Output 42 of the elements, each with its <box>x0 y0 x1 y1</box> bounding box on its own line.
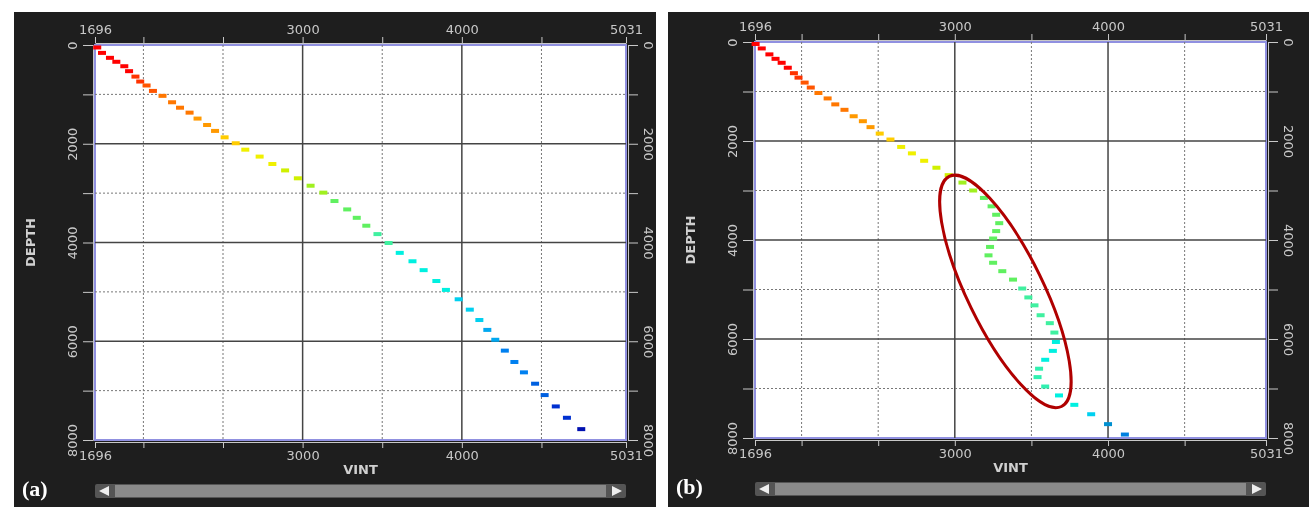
x-tick-label: 4000 <box>1091 446 1126 462</box>
y-tick-label: 6000 <box>725 322 740 357</box>
y-tick-label: 2000 <box>65 127 80 161</box>
y-tick-label: 8000 <box>725 421 740 456</box>
x-tick-label: 5031 <box>609 448 644 464</box>
x2-tick-label: 3000 <box>286 22 320 37</box>
y-tick-label: 6000 <box>65 325 80 359</box>
y2-tick-label: 4000 <box>1281 223 1296 258</box>
y2-tick-label: 0 <box>1281 38 1296 47</box>
y2-tick-label: 2000 <box>641 127 656 161</box>
y2-tick-label: 0 <box>641 41 656 50</box>
y-tick-label: 4000 <box>65 226 80 260</box>
y2-tick-label: 2000 <box>1281 124 1296 159</box>
x-tick-label: 3000 <box>286 448 320 464</box>
y2-tick-label: 6000 <box>641 325 656 359</box>
y-tick-label: 2000 <box>725 124 740 159</box>
text: (b) <box>676 474 703 499</box>
y-tick-label: 0 <box>725 38 740 47</box>
y2-tick-label: 8000 <box>1281 421 1296 456</box>
x-axis-title: VINT <box>993 460 1028 475</box>
x2-tick-label: 4000 <box>445 22 479 37</box>
x-tick-label: 3000 <box>938 446 972 462</box>
x2-tick-label: 5031 <box>1249 19 1284 34</box>
x2-tick-label: 1696 <box>738 19 773 34</box>
text: (a) <box>22 476 48 501</box>
x-axis-title: VINT <box>343 462 378 477</box>
y-tick-label: 4000 <box>725 223 740 258</box>
y-axis-title: DEPTH <box>23 218 38 267</box>
x-tick-label: 5031 <box>1249 446 1284 462</box>
x-tick-label: 1696 <box>78 448 113 464</box>
x2-tick-label: 5031 <box>609 22 644 37</box>
x2-tick-label: 4000 <box>1091 19 1126 34</box>
x-tick-label: 1696 <box>738 446 773 462</box>
x2-tick-label: 1696 <box>78 22 113 37</box>
y2-tick-label: 6000 <box>1281 322 1296 357</box>
y2-tick-label: 8000 <box>641 423 656 458</box>
y-tick-label: 8000 <box>65 423 80 458</box>
y2-tick-label: 4000 <box>641 226 656 260</box>
x-tick-label: 4000 <box>445 448 479 464</box>
y-tick-label: 0 <box>65 41 80 50</box>
x2-tick-label: 3000 <box>938 19 972 34</box>
y-axis-title: DEPTH <box>683 215 698 265</box>
